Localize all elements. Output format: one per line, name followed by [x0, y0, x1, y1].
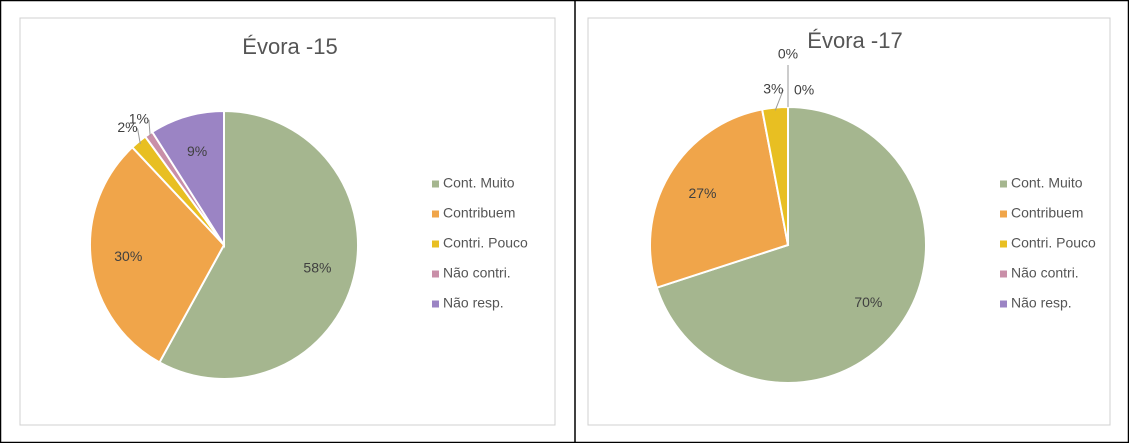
legend-swatch	[1000, 180, 1007, 188]
data-label: 0%	[778, 46, 798, 62]
data-label: 9%	[187, 143, 207, 159]
data-label: 3%	[763, 80, 783, 96]
legend-label: Contri. Pouco	[1011, 235, 1096, 251]
legend-label: Não resp.	[1011, 295, 1072, 311]
pie-slice	[649, 108, 790, 289]
legend-swatch	[432, 210, 439, 218]
data-label: 2%	[117, 119, 137, 135]
legend-label: Contribuem	[443, 205, 515, 221]
legend-swatch	[432, 300, 439, 308]
data-label: 58%	[303, 260, 331, 276]
legend-label: Cont. Muito	[1011, 175, 1083, 191]
data-label: 27%	[688, 185, 716, 201]
legend-swatch	[432, 240, 439, 248]
legend-label: Não contri.	[1011, 265, 1079, 281]
legend-label: Não contri.	[443, 265, 511, 281]
legend-label: Cont. Muito	[443, 175, 515, 191]
chart-title: Évora -17	[807, 28, 902, 53]
legend-label: Não resp.	[443, 295, 504, 311]
data-label: 0%	[794, 82, 814, 98]
pie-slice	[150, 109, 225, 249]
pie-slice	[655, 105, 927, 384]
legend-swatch	[1000, 300, 1007, 308]
data-label: 1%	[129, 110, 149, 126]
leader-line	[774, 89, 784, 111]
pie-slice	[158, 109, 359, 380]
legend-swatch	[432, 270, 439, 278]
leader-line	[148, 119, 151, 137]
data-label: 70%	[854, 294, 882, 310]
legend-swatch	[1000, 270, 1007, 278]
data-label: 30%	[114, 248, 142, 264]
pie-slice	[89, 145, 226, 364]
legend-label: Contribuem	[1011, 205, 1083, 221]
legend-swatch	[1000, 240, 1007, 248]
legend-label: Contri. Pouco	[443, 235, 528, 251]
leader-line	[136, 128, 141, 144]
legend-swatch	[1000, 210, 1007, 218]
legend-swatch	[432, 180, 439, 188]
chart-title: Évora -15	[242, 34, 337, 59]
